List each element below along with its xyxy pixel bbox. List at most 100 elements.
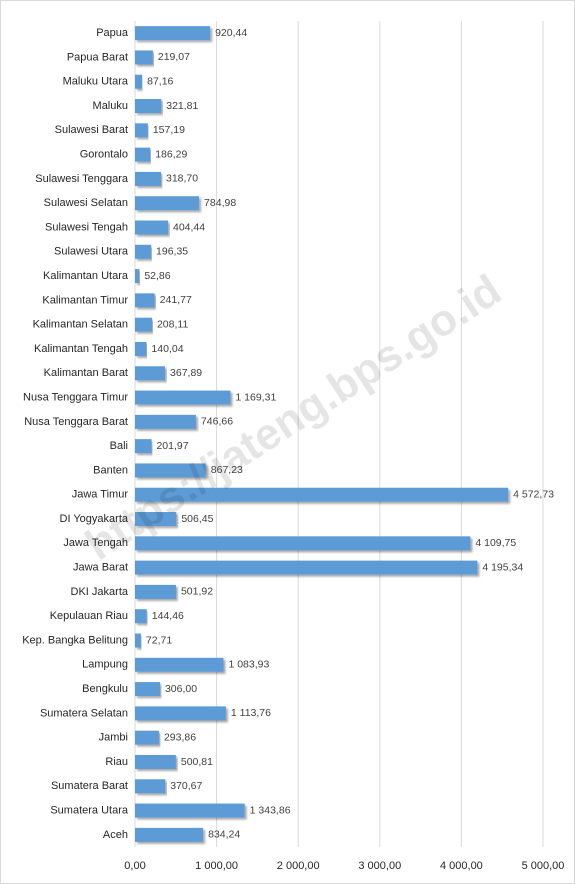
value-label: 186,29 [155, 148, 187, 160]
value-label: 1 169,31 [235, 391, 276, 403]
bar [135, 123, 148, 138]
bar [135, 293, 155, 308]
bar [135, 244, 152, 259]
y-tick-label: Maluku [93, 100, 128, 112]
x-tick-label: 0,00 [124, 860, 145, 872]
value-label: 144,46 [152, 610, 184, 622]
value-label: 834,24 [208, 829, 240, 841]
y-tick-label: DKI Jakarta [71, 586, 129, 598]
bar [135, 220, 169, 235]
bar [135, 50, 153, 65]
value-label: 306,00 [165, 683, 197, 695]
y-tick-label: Kalimantan Tengah [34, 343, 128, 355]
y-tick-label: Kep. Bangka Belitung [22, 634, 128, 646]
value-label: 404,44 [173, 221, 205, 233]
value-label: 506,45 [181, 513, 213, 525]
y-tick-label: Jawa Tengah [63, 537, 128, 549]
value-label: 1 113,76 [231, 707, 271, 719]
bar [135, 366, 166, 381]
bar [135, 779, 166, 794]
bar [135, 390, 231, 405]
y-tick-label: Nusa Tenggara Timur [23, 391, 128, 403]
value-label: 367,89 [170, 367, 202, 379]
value-label: 4 109,75 [475, 537, 516, 549]
value-label: 72,71 [146, 634, 172, 646]
bar [135, 341, 147, 356]
y-tick-label: Kalimantan Barat [44, 367, 128, 379]
y-tick-label: Jawa Barat [73, 562, 128, 574]
y-tick-label: Jawa Timur [72, 489, 129, 501]
bar [135, 414, 196, 429]
y-tick-label: Riau [105, 756, 128, 768]
bar [135, 584, 176, 599]
value-label: 52,86 [144, 270, 170, 282]
y-tick-label: Sumatera Utara [50, 804, 129, 816]
y-tick-label: Kepulauan Riau [50, 610, 128, 622]
value-label: 157,19 [153, 124, 185, 136]
value-label: 1 083,93 [228, 659, 269, 671]
value-label: 501,92 [181, 586, 213, 598]
value-label: 241,77 [160, 294, 192, 306]
y-tick-label: Kalimantan Utara [43, 270, 129, 282]
bar [135, 609, 147, 624]
bar [135, 706, 226, 721]
value-label: 4 572,73 [513, 489, 554, 501]
value-label: 920,44 [215, 27, 247, 39]
bar [135, 803, 245, 818]
bar [135, 754, 176, 769]
bar [135, 560, 478, 575]
value-label: 293,86 [164, 731, 196, 743]
bar [135, 74, 143, 89]
y-tick-label: Sulawesi Tenggara [35, 173, 129, 185]
x-tick-label: 1 000,00 [195, 860, 238, 872]
value-label: 746,66 [201, 416, 233, 428]
y-tick-label: Aceh [103, 829, 128, 841]
y-tick-label: Sulawesi Utara [54, 246, 129, 258]
y-tick-label: Sulawesi Selatan [44, 197, 128, 209]
y-tick-label: Bali [110, 440, 128, 452]
bar [135, 317, 152, 332]
value-label: 196,35 [156, 246, 188, 258]
value-label: 1 343,86 [250, 804, 291, 816]
x-tick-label: 4 000,00 [440, 860, 483, 872]
value-label: 867,23 [211, 464, 243, 476]
y-tick-label: Papua Barat [67, 51, 128, 63]
y-tick-label: Sumatera Barat [51, 780, 128, 792]
bar [135, 657, 224, 672]
y-tick-label: Bengkulu [82, 683, 128, 695]
y-tick-label: DI Yogyakarta [60, 513, 129, 525]
bar [135, 171, 162, 186]
y-tick-label: Papua [96, 27, 129, 39]
y-tick-label: Gorontalo [80, 149, 128, 161]
value-label: 784,98 [204, 197, 236, 209]
value-label: 370,67 [170, 780, 202, 792]
bar [135, 512, 177, 527]
bar [135, 730, 159, 745]
y-tick-label: Sumatera Selatan [40, 707, 128, 719]
x-tick-label: 5 000,00 [522, 860, 565, 872]
y-tick-label: Sulawesi Tengah [45, 221, 128, 233]
x-tick-label: 2 000,00 [277, 860, 320, 872]
bar [135, 147, 151, 162]
y-tick-label: Lampung [82, 659, 128, 671]
value-label: 500,81 [181, 756, 213, 768]
value-label: 201,97 [156, 440, 188, 452]
value-label: 208,11 [157, 318, 188, 330]
bar [135, 487, 509, 502]
bar [135, 99, 162, 114]
bar [135, 196, 200, 211]
value-label: 219,07 [158, 51, 190, 63]
y-tick-label: Maluku Utara [63, 76, 129, 88]
y-tick-label: Kalimantan Timur [42, 294, 128, 306]
bar [135, 536, 471, 551]
y-tick-label: Jambi [99, 732, 128, 744]
value-label: 4 195,34 [482, 561, 523, 573]
y-tick-label: Banten [93, 464, 128, 476]
x-tick-label: 3 000,00 [358, 860, 401, 872]
bar [135, 463, 206, 478]
y-tick-label: Kalimantan Selatan [33, 319, 128, 331]
bar [135, 269, 140, 284]
value-label: 140,04 [151, 343, 183, 355]
bar [135, 682, 160, 697]
